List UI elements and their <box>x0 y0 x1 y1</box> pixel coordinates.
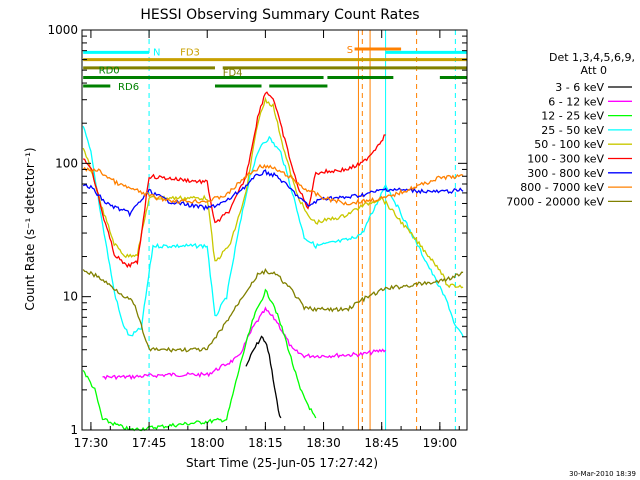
flag-label-fd3: FD3 <box>180 48 200 59</box>
legend-label-12-25-kev: 12 - 25 keV <box>541 110 604 123</box>
footer-date: 30-Mar-2010 18:39 <box>569 470 636 478</box>
y-axis-label: Count Rate (s⁻¹ detector⁻¹) <box>23 147 37 310</box>
series-line-6-12-kev <box>102 306 387 381</box>
x-tick-label-0: 17:30 <box>74 436 109 450</box>
flag-label-fd4: FD4 <box>223 68 243 79</box>
plot-area: N FD3 S FD4 RD0 RD6 <box>82 30 467 432</box>
chart-title: HESSI Observing Summary Count Rates <box>140 7 419 23</box>
legend-label-300-800-kev: 300 - 800 keV <box>527 167 604 180</box>
series-line-100-300-kev <box>82 91 386 269</box>
x-tick-label-1: 17:45 <box>132 436 167 450</box>
legend-label-25-50-kev: 25 - 50 keV <box>541 124 604 137</box>
series-line-7000-20000-kev <box>82 268 464 353</box>
legend-label-800-7000-kev: 800 - 7000 keV <box>520 181 604 194</box>
y-tick-label-2: 100 <box>55 156 78 170</box>
flag-label-s: S <box>347 45 353 56</box>
legend-subtitle: Att 0 <box>581 64 607 77</box>
x-tick-label-3: 18:15 <box>248 436 283 450</box>
x-tick-label-4: 18:30 <box>306 436 341 450</box>
series-line-25-50-kev <box>82 125 464 337</box>
x-axis-label: Start Time (25-Jun-05 17:27:42) <box>186 456 378 470</box>
x-tick-label-2: 18:00 <box>190 436 225 450</box>
legend-label-50-100-kev: 50 - 100 keV <box>534 138 604 151</box>
x-tick-label-6: 19:00 <box>423 436 458 450</box>
legend-label-100-300-kev: 100 - 300 keV <box>527 153 604 166</box>
series-line-12-25-kev <box>82 288 317 432</box>
y-tick-label-1: 10 <box>63 290 78 304</box>
legend-label-6-12-kev: 6 - 12 keV <box>548 95 604 108</box>
flag-label-rd0: RD0 <box>99 66 120 77</box>
x-tick-label-5: 18:45 <box>364 436 399 450</box>
flag-label-n: N <box>153 47 160 58</box>
series-line-3-6-kev <box>245 335 282 419</box>
series-line-300-800-kev <box>82 169 464 218</box>
legend-label-3-6-kev: 3 - 6 keV <box>555 81 604 94</box>
axes: 17:30 17:45 18:00 18:15 18:30 18:45 19:00 1 10 10… <box>47 23 467 450</box>
y-tick-label-0: 1 <box>70 423 78 437</box>
y-tick-label-3: 1000 <box>47 23 78 37</box>
legend-title: Det 1,3,4,5,6,9, <box>549 51 635 64</box>
series-line-800-7000-kev <box>82 163 464 206</box>
flag-label-rd6: RD6 <box>118 82 139 93</box>
series-line-50-100-kev <box>82 96 464 289</box>
plot-frame <box>81 29 468 431</box>
legend-label-7000-20000-kev: 7000 - 20000 keV <box>506 195 604 208</box>
